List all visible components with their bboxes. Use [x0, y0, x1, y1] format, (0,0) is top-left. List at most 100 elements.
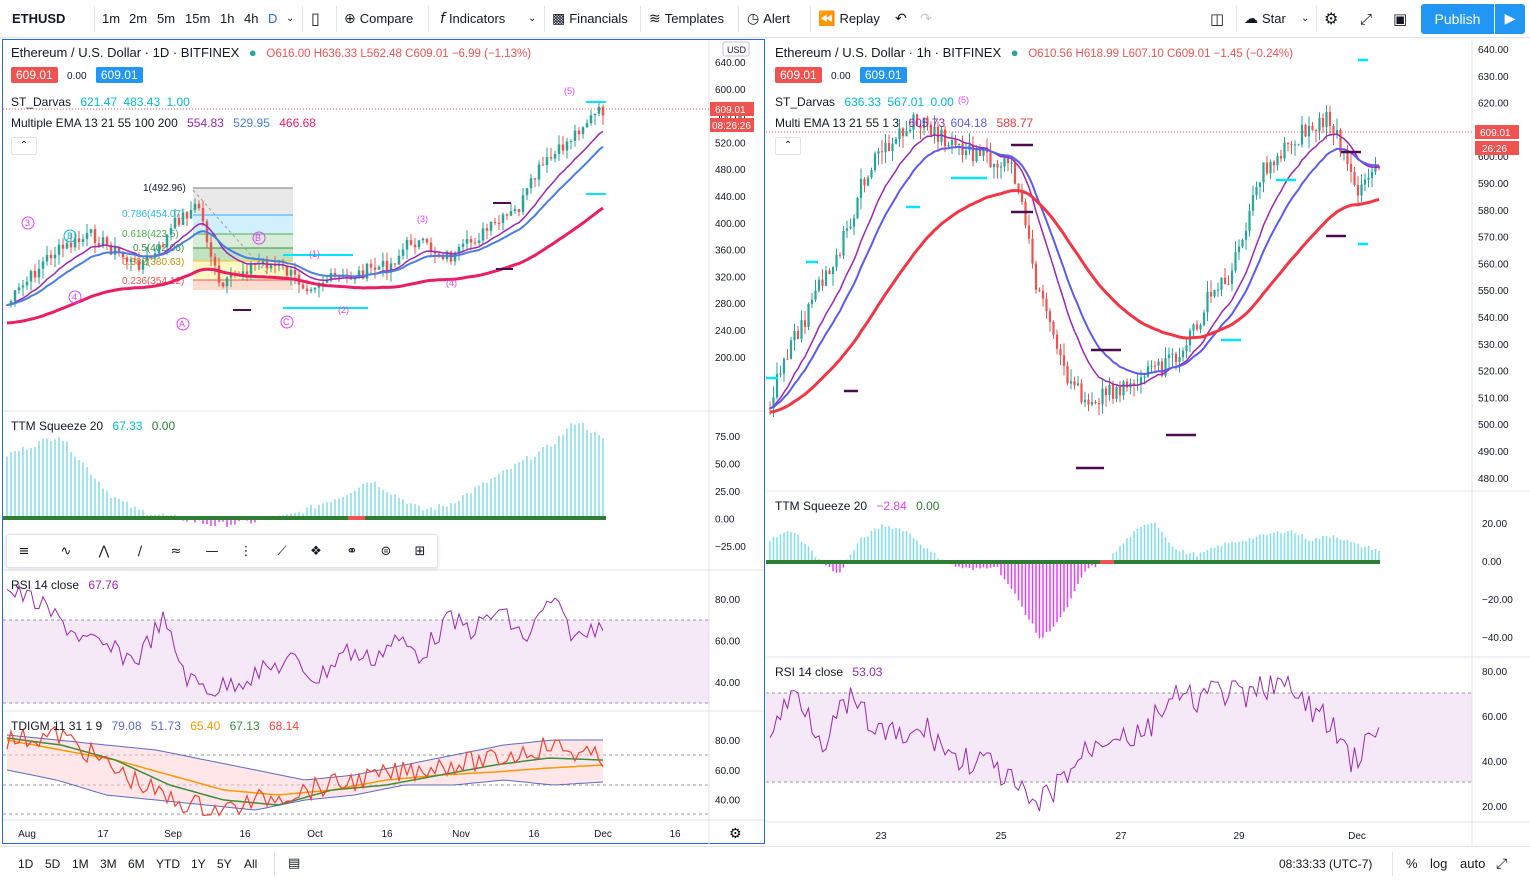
ruler-tool-icon[interactable]: ⊞ [414, 544, 426, 559]
chevron-down-icon[interactable]: ⌄ [528, 13, 537, 24]
candle-body[interactable] [569, 140, 573, 142]
candle-body[interactable] [1006, 157, 1010, 164]
clock[interactable]: 08:33:33 (UTC-7) [1279, 857, 1373, 871]
candle-body[interactable] [1262, 162, 1265, 183]
candle-body[interactable] [779, 373, 782, 375]
candle-body[interactable] [877, 151, 880, 154]
candle-body[interactable] [954, 140, 957, 145]
candle-body[interactable] [249, 263, 253, 275]
range-5y[interactable]: 5Y [217, 857, 232, 871]
candle-body[interactable] [433, 252, 437, 254]
candle-body[interactable] [225, 277, 229, 287]
candle-body[interactable] [9, 301, 13, 305]
candle-body[interactable] [1367, 177, 1370, 180]
candle-body[interactable] [915, 114, 919, 126]
candle-body[interactable] [768, 408, 772, 410]
candle-body[interactable] [964, 150, 968, 156]
candle-body[interactable] [1325, 111, 1328, 128]
candle-body[interactable] [866, 177, 870, 186]
candle-body[interactable] [389, 263, 393, 273]
gann-tool-icon[interactable]: ⚭ [346, 544, 358, 559]
candle-body[interactable] [309, 289, 313, 292]
alert-button[interactable]: ◷ Alert [747, 0, 790, 38]
candle-body[interactable] [1055, 334, 1059, 349]
ema-13-line[interactable] [6, 130, 604, 306]
range-1y[interactable]: 1Y [191, 857, 206, 871]
candle-body[interactable] [69, 243, 73, 248]
range-ytd[interactable]: YTD [156, 857, 180, 871]
candle-body[interactable] [838, 254, 842, 256]
time-axis[interactable]: Aug 17 Sep 16 Oct 16 Nov 16 Dec 16 [18, 829, 681, 840]
range-6m[interactable]: 6M [128, 857, 145, 871]
candle-body[interactable] [121, 252, 125, 258]
candle-body[interactable] [1220, 277, 1223, 290]
currency-badge[interactable] [722, 41, 750, 57]
candle-body[interactable] [1223, 277, 1227, 284]
compare-button[interactable]: ⊕ Compare [344, 0, 413, 38]
candle-body[interactable] [1244, 230, 1248, 240]
range-3m[interactable]: 3M [100, 857, 117, 871]
collapse-legend-icon[interactable]: ⌃ [11, 137, 37, 155]
candle-body[interactable] [97, 243, 101, 247]
candle-body[interactable] [1080, 383, 1083, 403]
undo-icon[interactable]: ↶ [895, 11, 907, 27]
candle-body[interactable] [933, 126, 936, 136]
candle-body[interactable] [1297, 144, 1300, 146]
candle-body[interactable] [996, 163, 999, 168]
candle-body[interactable] [828, 270, 831, 274]
candle-body[interactable] [1157, 361, 1160, 366]
range-all[interactable]: All [244, 857, 258, 871]
candle-body[interactable] [800, 320, 803, 339]
candle-body[interactable] [361, 270, 365, 279]
candle-body[interactable] [817, 279, 821, 291]
candle-body[interactable] [821, 279, 824, 286]
left-ema-legend[interactable]: Multiple EMA 13 21 55 100 200 554.83 529… [11, 116, 322, 130]
candle-body[interactable] [573, 130, 577, 141]
candle-body[interactable] [461, 243, 465, 247]
candle-body[interactable] [1311, 125, 1314, 131]
candle-body[interactable] [919, 125, 922, 129]
candle-body[interactable] [93, 229, 97, 244]
candle-body[interactable] [1248, 210, 1251, 231]
candle-body[interactable] [1283, 142, 1286, 159]
candle-body[interactable] [109, 244, 113, 255]
candle-body[interactable] [856, 197, 859, 219]
candle-body[interactable] [289, 269, 293, 276]
candle-body[interactable] [513, 209, 517, 212]
auto-toggle[interactable]: auto [1460, 856, 1486, 871]
percent-toggle[interactable]: % [1406, 856, 1418, 871]
left-tdigm-legend[interactable]: TDIGM 11 31 1 9 79.08 51.73 65.40 67.13 … [11, 719, 305, 733]
interval-5m[interactable]: 5m [157, 11, 176, 26]
range-tool-icon[interactable]: ⊜ [380, 544, 392, 559]
candle-body[interactable] [1101, 388, 1104, 405]
candle-body[interactable] [1346, 151, 1349, 164]
candle-body[interactable] [1279, 155, 1283, 159]
candle-body[interactable] [936, 126, 940, 142]
candle-body[interactable] [45, 255, 49, 262]
candle-body[interactable] [1185, 345, 1188, 351]
candle-body[interactable] [185, 212, 189, 219]
candle-body[interactable] [381, 260, 385, 267]
candle-body[interactable] [912, 114, 915, 130]
date-range-icon[interactable]: ▤ [288, 856, 301, 871]
candle-body[interactable] [852, 218, 856, 227]
candle-body[interactable] [113, 246, 117, 255]
candle-body[interactable] [25, 281, 29, 286]
candle-body[interactable] [786, 358, 789, 360]
candle-body[interactable] [1237, 246, 1241, 253]
candle-body[interactable] [61, 244, 65, 249]
time-axis[interactable]: 23 25 27 29 Dec [875, 831, 1365, 842]
candle-body[interactable] [317, 285, 321, 288]
candle-body[interactable] [189, 209, 193, 219]
candle-body[interactable] [129, 259, 133, 262]
publish-button[interactable]: Publish [1421, 4, 1494, 34]
candle-body[interactable] [1024, 201, 1027, 226]
candle-body[interactable] [1192, 324, 1195, 331]
left-chart[interactable]: 640.00600.00560.00520.00480.00440.00400.… [3, 40, 764, 844]
candle-body[interactable] [1269, 161, 1272, 174]
candle-body[interactable] [989, 152, 992, 168]
candle-body[interactable] [884, 143, 887, 153]
candle-body[interactable] [1353, 171, 1356, 185]
candle-body[interactable] [1048, 311, 1052, 322]
symbol-search[interactable]: ETHUSD [12, 11, 66, 26]
